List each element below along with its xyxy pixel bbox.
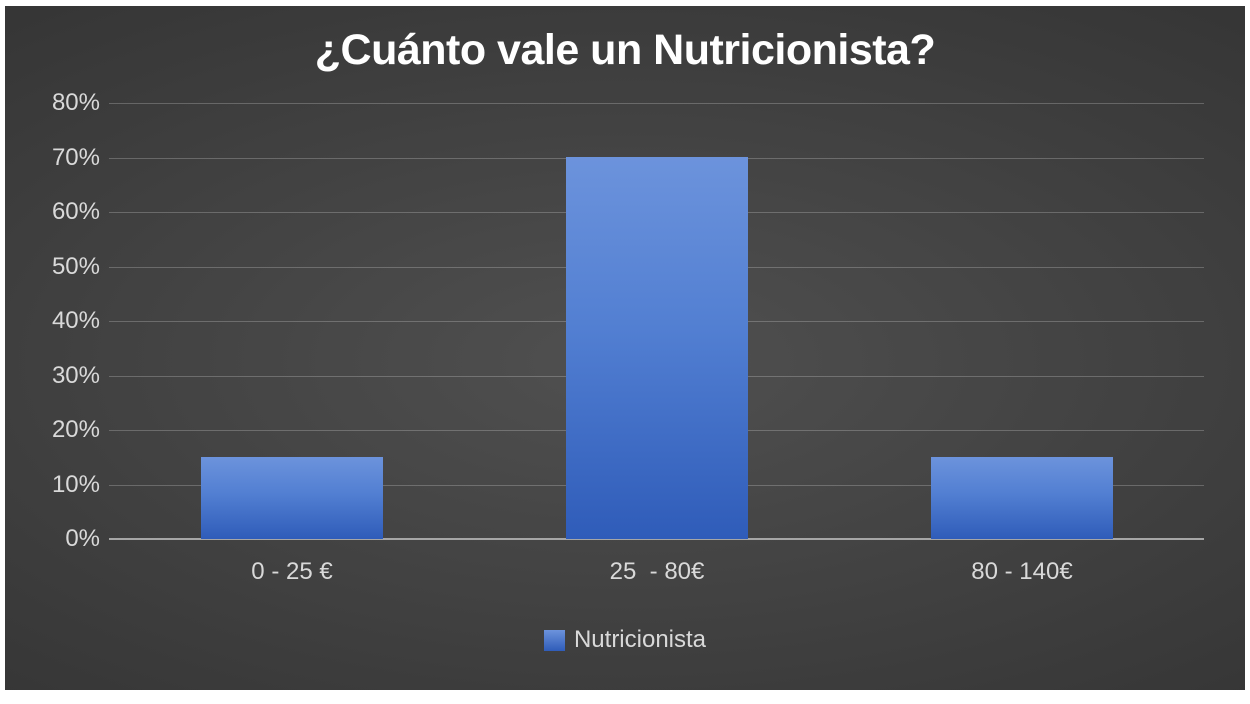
chart-background: ¿Cuánto vale un Nutricionista? 0% 10% 20% 3… <box>5 6 1245 690</box>
gridline <box>109 103 1204 104</box>
x-tick-label: 80 - 140€ <box>971 558 1073 585</box>
y-tick-label: 20% <box>51 416 100 443</box>
x-axis-line <box>109 538 1204 540</box>
legend-label: Nutricionista <box>573 626 707 653</box>
y-tick-label: 30% <box>51 361 100 389</box>
x-tick-label: 25 - 80€ <box>609 558 705 585</box>
y-tick-label: 70% <box>51 143 100 171</box>
y-tick-label: 40% <box>51 307 100 334</box>
legend: Nutricionista <box>5 625 1245 655</box>
y-tick-label: 0% <box>65 525 100 552</box>
y-tick-label: 80% <box>51 89 100 116</box>
bar-nutricionista <box>566 157 748 539</box>
y-tick-label: 60% <box>51 198 100 225</box>
y-tick-label: 10% <box>51 470 100 498</box>
bar-nutricionista <box>201 457 383 539</box>
chart-title: ¿Cuánto vale un Nutricionista? <box>314 26 936 74</box>
bar-nutricionista <box>931 457 1113 539</box>
x-tick-label: 0 - 25 € <box>251 558 333 585</box>
y-tick-label: 50% <box>51 252 100 280</box>
legend-swatch-icon <box>543 629 565 651</box>
